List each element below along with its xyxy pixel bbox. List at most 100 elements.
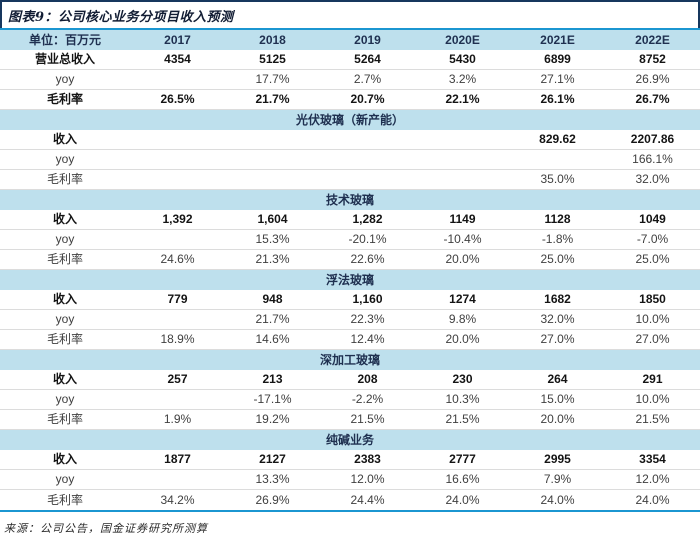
value-cell: 1,282 bbox=[352, 212, 383, 226]
row-label: 收入 bbox=[52, 132, 77, 146]
value-cell: 10.0% bbox=[635, 312, 670, 326]
row-label: 毛利率 bbox=[46, 92, 83, 106]
source-footer: 来源：公司公告，国金证券研究所测算 bbox=[0, 512, 700, 537]
value-cell: 264 bbox=[547, 372, 568, 386]
table-row: 毛利率 35.0% 32.0% bbox=[0, 170, 700, 190]
table-row: 收入 829.62 2207.86 bbox=[0, 130, 700, 150]
value-cell: 2995 bbox=[544, 452, 571, 466]
table-row: 收入 1,392 1,604 1,282 1149 1128 1049 bbox=[0, 210, 700, 230]
forecast-table: 单位：百万元 2017 2018 2019 2020E 2021E 2022E 营业总收入 43… bbox=[0, 30, 700, 510]
value-cell: 25.0% bbox=[540, 252, 575, 266]
table-row: 收入 257 213 208 230 264 291 bbox=[0, 370, 700, 390]
value-cell: 5264 bbox=[354, 52, 381, 66]
table-row: yoy 166.1% bbox=[0, 150, 700, 170]
section-header-label: 光伏玻璃（新产能） bbox=[295, 112, 404, 127]
section-header-label: 浮法玻璃 bbox=[325, 272, 374, 287]
value-cell: 1877 bbox=[164, 452, 191, 466]
value-cell: 2127 bbox=[259, 452, 286, 466]
figure-title-bar: 图表9：公司核心业务分项目收入预测 bbox=[0, 0, 700, 28]
value-cell: 1128 bbox=[544, 212, 571, 226]
value-cell: 27.1% bbox=[540, 72, 575, 86]
figure-title: 图表9：公司核心业务分项目收入预测 bbox=[8, 9, 234, 25]
value-cell: 20.0% bbox=[540, 412, 575, 426]
value-cell: 948 bbox=[262, 292, 283, 306]
section-header-row: 浮法玻璃 bbox=[0, 270, 700, 290]
value-cell: 4354 bbox=[164, 52, 191, 66]
value-cell: 13.3% bbox=[255, 472, 290, 486]
table-row: yoy 17.7% 2.7% 3.2% 27.1% 26.9% bbox=[0, 70, 700, 90]
value-cell: 779 bbox=[167, 292, 188, 306]
value-cell: 21.3% bbox=[255, 252, 290, 266]
row-label: 收入 bbox=[52, 292, 77, 306]
row-label: yoy bbox=[55, 72, 75, 86]
year-column-header: 2020E bbox=[445, 32, 480, 47]
value-cell: 5430 bbox=[449, 52, 476, 66]
row-label: yoy bbox=[55, 312, 75, 326]
value-cell: 26.9% bbox=[635, 72, 670, 86]
row-label: yoy bbox=[55, 232, 75, 246]
value-cell: 24.0% bbox=[540, 492, 575, 507]
value-cell: 10.0% bbox=[635, 392, 670, 406]
source-note: 来源：公司公告，国金证券研究所测算 bbox=[4, 522, 208, 535]
value-cell: 26.1% bbox=[540, 92, 575, 106]
value-cell: 15.0% bbox=[540, 392, 575, 406]
value-cell: 15.3% bbox=[255, 232, 290, 246]
value-cell: 1149 bbox=[449, 212, 476, 226]
value-cell: 27.0% bbox=[635, 332, 670, 346]
value-cell: 26.5% bbox=[160, 92, 195, 106]
table-row: 营业总收入 4354 5125 5264 5430 6899 8752 bbox=[0, 50, 700, 70]
section-header-row: 技术玻璃 bbox=[0, 190, 700, 210]
year-column-header: 2019 bbox=[354, 32, 381, 47]
value-cell: 7.9% bbox=[543, 472, 572, 486]
row-label: 毛利率 bbox=[46, 252, 83, 266]
table-row: 毛利率 26.5% 21.7% 20.7% 22.1% 26.1% 26.7% bbox=[0, 90, 700, 110]
value-cell: 32.0% bbox=[540, 312, 575, 326]
row-label: 收入 bbox=[52, 372, 77, 386]
value-cell: 21.5% bbox=[445, 412, 480, 426]
value-cell: 24.6% bbox=[160, 252, 195, 266]
value-cell: 166.1% bbox=[632, 152, 673, 166]
value-cell: 3.2% bbox=[448, 72, 477, 86]
value-cell: 208 bbox=[357, 372, 378, 386]
row-label: 毛利率 bbox=[46, 172, 83, 186]
value-cell: 18.9% bbox=[160, 332, 195, 346]
row-label: 收入 bbox=[52, 212, 77, 226]
value-cell: 1682 bbox=[544, 292, 571, 306]
value-cell: 1,604 bbox=[257, 212, 288, 226]
table-row: yoy -17.1% -2.2% 10.3% 15.0% 10.0% bbox=[0, 390, 700, 410]
value-cell: 32.0% bbox=[635, 172, 670, 186]
table-row: 收入 779 948 1,160 1274 1682 1850 bbox=[0, 290, 700, 310]
row-label: yoy bbox=[55, 152, 75, 166]
value-cell: 1.9% bbox=[163, 412, 192, 426]
title-divider-rule bbox=[0, 28, 700, 30]
value-cell: 21.7% bbox=[255, 312, 290, 326]
value-cell: 20.0% bbox=[445, 332, 480, 346]
year-column-header: 2018 bbox=[259, 32, 286, 47]
table-row: 毛利率 34.2% 26.9% 24.4% 24.0% 24.0% 24.0% bbox=[0, 490, 700, 510]
value-cell: 20.7% bbox=[350, 92, 385, 106]
value-cell: 17.7% bbox=[255, 72, 290, 86]
row-label: 毛利率 bbox=[46, 412, 83, 426]
value-cell: 12.4% bbox=[350, 332, 385, 346]
value-cell: 1,392 bbox=[162, 212, 193, 226]
section-header-row: 深加工玻璃 bbox=[0, 350, 700, 370]
value-cell: 16.6% bbox=[445, 472, 480, 486]
section-header-row: 纯碱业务 bbox=[0, 430, 700, 450]
year-column-header: 2017 bbox=[164, 32, 191, 47]
value-cell: 21.7% bbox=[255, 92, 290, 106]
value-cell: -7.0% bbox=[636, 232, 669, 246]
value-cell: 291 bbox=[642, 372, 663, 386]
table-row: 毛利率 24.6% 21.3% 22.6% 20.0% 25.0% 25.0% bbox=[0, 250, 700, 270]
unit-header-cell: 单位：百万元 bbox=[28, 32, 101, 47]
value-cell: 22.6% bbox=[350, 252, 385, 266]
table-header-row: 单位：百万元 2017 2018 2019 2020E 2021E 2022E bbox=[0, 30, 700, 50]
value-cell: -2.2% bbox=[351, 392, 384, 406]
row-label: yoy bbox=[55, 472, 75, 486]
row-label: 毛利率 bbox=[46, 492, 83, 507]
value-cell: 12.0% bbox=[350, 472, 385, 486]
section-header-label: 深加工玻璃 bbox=[319, 352, 380, 367]
value-cell: 1,160 bbox=[352, 292, 383, 306]
value-cell: 3354 bbox=[639, 452, 666, 466]
value-cell: -10.4% bbox=[443, 232, 482, 246]
value-cell: 12.0% bbox=[635, 472, 670, 486]
